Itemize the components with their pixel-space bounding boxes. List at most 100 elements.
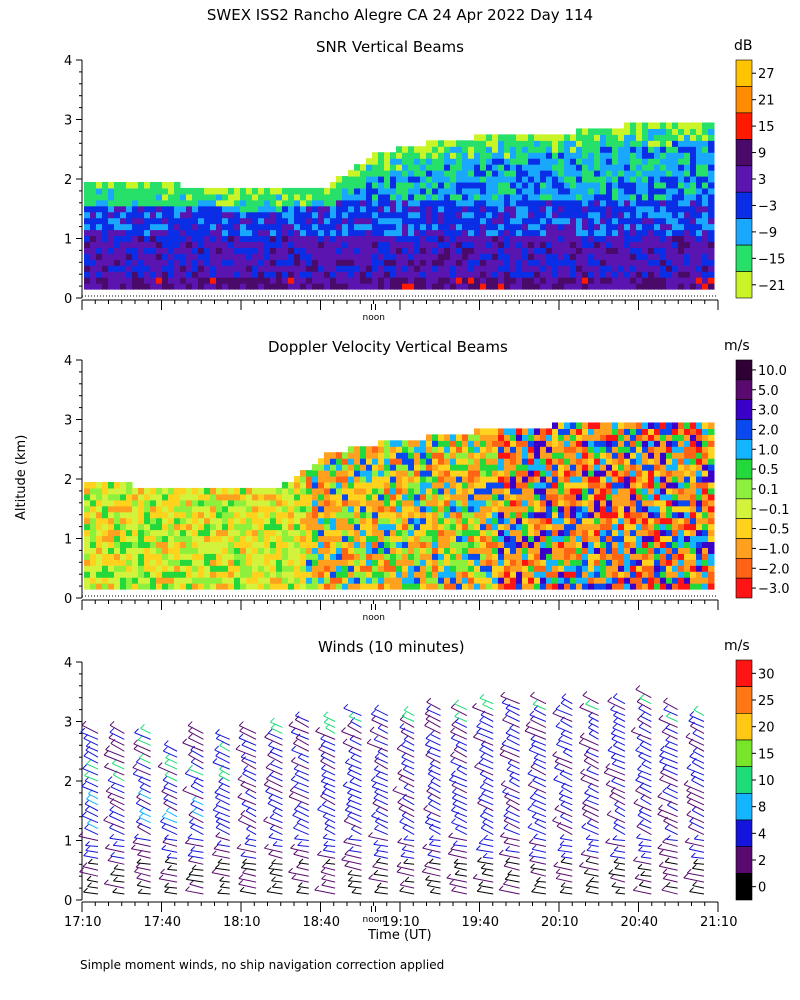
heatmap-cell (114, 523, 121, 531)
heatmap-cell (492, 440, 499, 447)
heatmap-cell (708, 517, 715, 525)
heatmap-cell (582, 176, 589, 183)
heatmap-cell (462, 517, 469, 525)
heatmap-cell (156, 253, 163, 260)
heatmap-cell (594, 199, 601, 207)
heatmap-cell (300, 559, 307, 566)
heatmap-cell (396, 211, 403, 219)
heatmap-cell (528, 434, 535, 441)
heatmap-cell (558, 211, 565, 219)
heatmap-cell (426, 223, 433, 231)
heatmap-cell (606, 583, 613, 590)
heatmap-cell (612, 535, 619, 543)
heatmap-cell (186, 583, 193, 590)
heatmap-cell (174, 547, 181, 554)
heatmap-cell (180, 559, 187, 566)
heatmap-cell (258, 535, 265, 543)
heatmap-cell (618, 565, 625, 572)
heatmap-cell (588, 458, 595, 465)
heatmap-cell (168, 181, 175, 189)
heatmap-cell (570, 217, 577, 225)
heatmap-cell (588, 199, 595, 207)
heatmap-cell (324, 458, 331, 465)
heatmap-cell (468, 499, 475, 507)
heatmap-cell (258, 583, 265, 590)
heatmap-cell (162, 193, 169, 201)
heatmap-cell (450, 140, 457, 147)
heatmap-cell (306, 259, 313, 266)
heatmap-cell (366, 487, 373, 495)
heatmap-cell (90, 193, 97, 201)
heatmap-cell (366, 547, 373, 554)
heatmap-cell (402, 541, 409, 548)
heatmap-cell (600, 446, 607, 453)
heatmap-cell (672, 253, 679, 260)
heatmap-cell (498, 140, 505, 147)
heatmap-cell (108, 523, 115, 531)
heatmap-cell (570, 152, 577, 159)
heatmap-cell (228, 505, 235, 513)
heatmap-cell (690, 559, 697, 566)
heatmap-cell (654, 217, 661, 225)
heatmap-cell (522, 481, 529, 489)
heatmap-cell (684, 434, 691, 441)
heatmap-cell (300, 535, 307, 543)
heatmap-cell (618, 583, 625, 590)
heatmap-cell (696, 505, 703, 513)
heatmap-cell (570, 499, 577, 507)
heatmap-cell (180, 259, 187, 266)
heatmap-cell (462, 259, 469, 266)
heatmap-cell (372, 535, 379, 543)
heatmap-cell (108, 211, 115, 219)
heatmap-cell (672, 181, 679, 189)
heatmap-cell (510, 283, 517, 290)
heatmap-cell (702, 241, 709, 248)
heatmap-cell (528, 283, 535, 290)
heatmap-cell (564, 541, 571, 548)
heatmap-cell (600, 241, 607, 248)
heatmap-cell (444, 541, 451, 548)
heatmap-cell (270, 211, 277, 219)
heatmap-cell (684, 217, 691, 225)
heatmap-cell (390, 541, 397, 548)
heatmap-cell (612, 253, 619, 260)
heatmap-cell (168, 505, 175, 513)
heatmap-cell (690, 452, 697, 459)
heatmap-cell (492, 553, 499, 560)
heatmap-cell (144, 523, 151, 531)
heatmap-cell (558, 559, 565, 566)
heatmap-cell (534, 464, 541, 471)
heatmap-cell (600, 523, 607, 531)
heatmap-cell (360, 505, 367, 513)
heatmap-cell (108, 517, 115, 525)
heatmap-cell (498, 176, 505, 183)
heatmap-cell (642, 283, 649, 290)
heatmap-cell (210, 199, 217, 207)
heatmap-cell (348, 505, 355, 513)
heatmap-cell (162, 493, 169, 501)
heatmap-cell (564, 571, 571, 578)
heatmap-cell (534, 134, 541, 141)
heatmap-cell (672, 559, 679, 566)
heatmap-cell (300, 211, 307, 219)
heatmap-cell (702, 158, 709, 165)
heatmap-cell (192, 223, 199, 231)
heatmap-cell (630, 499, 637, 507)
heatmap-cell (690, 187, 697, 195)
heatmap-cell (516, 229, 523, 237)
heatmap-cell (504, 464, 511, 471)
heatmap-cell (696, 571, 703, 578)
heatmap-cell (144, 211, 151, 219)
heatmap-cell (150, 493, 157, 501)
heatmap-cell (150, 181, 157, 189)
heatmap-cell (504, 181, 511, 189)
heatmap-cell (138, 235, 145, 243)
heatmap-cell (702, 235, 709, 243)
heatmap-cell (690, 277, 697, 284)
heatmap-cell (366, 223, 373, 231)
heatmap-cell (450, 235, 457, 243)
heatmap-cell (432, 493, 439, 501)
heatmap-cell (306, 241, 313, 248)
heatmap-cell (180, 523, 187, 531)
heatmap-cell (558, 493, 565, 501)
